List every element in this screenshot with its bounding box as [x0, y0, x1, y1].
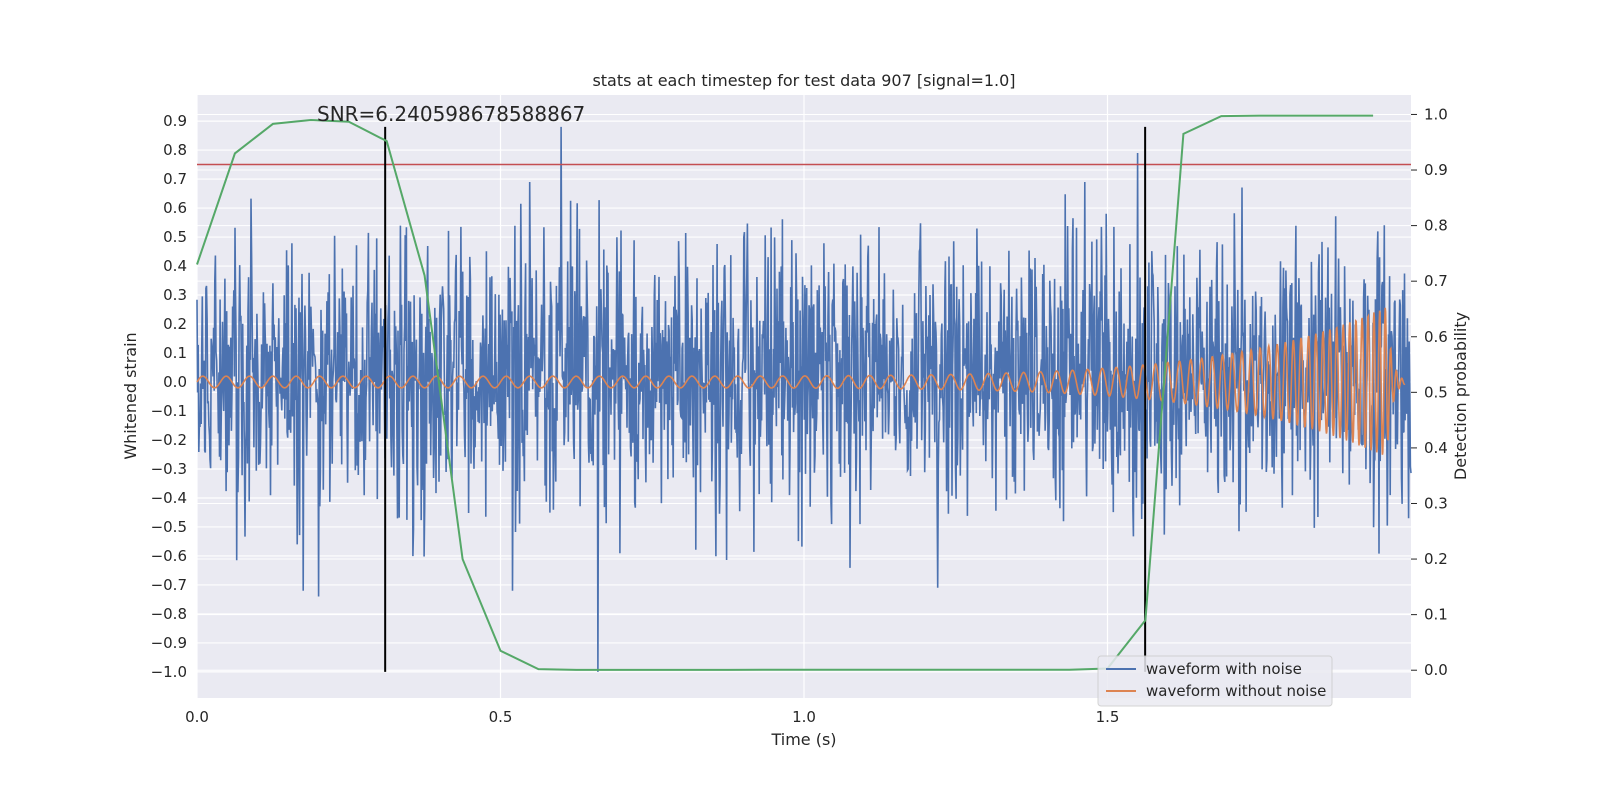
- ticks: 0.0 0.5 1.0 1.5 0.9 0.8 0.7 0.6 0.5 0.4 0.3 0.2 0.1 0…: [151, 105, 1448, 726]
- y-tick-label: 0.4: [163, 257, 187, 275]
- y2-tick-label: 0.1: [1424, 606, 1448, 624]
- y-tick-label: −0.9: [151, 634, 187, 652]
- x-tick-label: 0.5: [489, 708, 513, 726]
- y-tick-label: 0.2: [163, 315, 187, 333]
- x-axis-label: Time (s): [770, 730, 836, 749]
- y-tick-label: −0.6: [151, 547, 187, 565]
- series-layer: [196, 114, 1412, 672]
- x-tick-label: 1.5: [1096, 708, 1120, 726]
- y-tick-label: 0.3: [163, 286, 187, 304]
- y-axis-label: Whitened strain: [121, 332, 140, 459]
- y-tick-label: 0.0: [163, 373, 187, 391]
- y2-tick-label: 0.5: [1424, 383, 1448, 401]
- y-tick-label: −0.7: [151, 576, 187, 594]
- y-tick-label: 0.1: [163, 344, 187, 362]
- y2-tick-label: 0.0: [1424, 661, 1448, 679]
- y-tick-label: 0.8: [163, 141, 187, 159]
- y-tick-label: 0.7: [163, 170, 187, 188]
- y2-tick-label: 0.7: [1424, 272, 1448, 290]
- y-tick-label: 0.5: [163, 228, 187, 246]
- y-tick-label: −0.2: [151, 431, 187, 449]
- y-tick-label: 0.6: [163, 199, 187, 217]
- y2-tick-label: 0.3: [1424, 494, 1448, 512]
- x-tick-label: 0.0: [185, 708, 209, 726]
- y2-tick-label: 0.9: [1424, 161, 1448, 179]
- y2-tick-label: 0.4: [1424, 439, 1448, 457]
- snr-annotation: SNR=6.240598678588867: [317, 102, 585, 126]
- y2-axis-label: Detection probability: [1451, 312, 1470, 480]
- y-tick-label: 0.9: [163, 112, 187, 130]
- clean-waveform-line: [196, 307, 1406, 455]
- y-tick-label: −0.1: [151, 402, 187, 420]
- y-tick-label: −1.0: [151, 663, 187, 681]
- legend: waveform with noise waveform without noi…: [1097, 655, 1333, 707]
- chart-title: stats at each timestep for test data 907…: [592, 71, 1015, 90]
- x-tick-label: 1.0: [792, 708, 816, 726]
- y-tick-label: −0.5: [151, 518, 187, 536]
- y2-tick-label: 0.6: [1424, 328, 1448, 346]
- legend-clean-label: waveform without noise: [1146, 682, 1326, 700]
- y-tick-label: −0.3: [151, 460, 187, 478]
- y2-tick-label: 0.8: [1424, 217, 1448, 235]
- legend-noise-label: waveform with noise: [1146, 660, 1302, 678]
- y2-tick-label: 0.2: [1424, 550, 1448, 568]
- y-tick-label: −0.4: [151, 489, 187, 507]
- legend-box: [1097, 655, 1333, 707]
- detection-probability-line: [196, 114, 1374, 671]
- y-tick-label: −0.8: [151, 605, 187, 623]
- y2-tick-label: 1.0: [1424, 105, 1448, 123]
